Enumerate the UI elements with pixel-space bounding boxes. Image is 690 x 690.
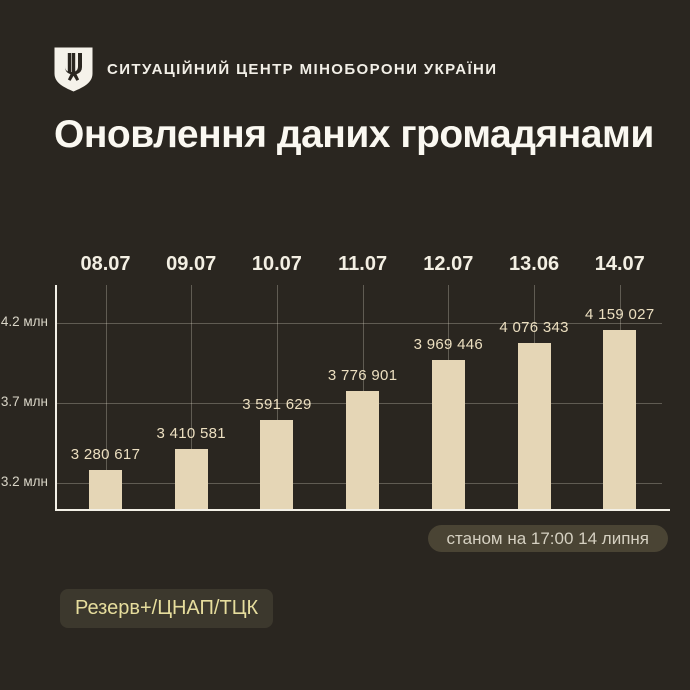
y-axis-tick-label: 3.2 млн: [0, 474, 48, 489]
bar-value-label: 3 591 629: [242, 396, 312, 414]
bar: [603, 329, 637, 509]
x-axis-date-label: 13.06: [509, 253, 560, 275]
org-name: СИТУАЦІЙНИЙ ЦЕНТР МІНОБОРОНИ УКРАЇНИ: [107, 61, 498, 78]
bar-value-label: 3 410 581: [156, 425, 226, 443]
y-axis-line: [55, 285, 57, 511]
bar-value-label: 3 280 617: [70, 446, 141, 464]
gridline-vertical: [105, 285, 107, 509]
source-tag: Резерв+/ЦНАП/ТЦК: [60, 589, 274, 628]
bar-chart: 4.2 млн 3.7 млн 3.2 млн 08.07 3 280 617 09.07…: [0, 250, 690, 512]
bar: [174, 449, 208, 509]
bar: [346, 390, 380, 509]
x-axis-date-label: 14.07: [594, 253, 645, 275]
x-axis-baseline: [55, 509, 670, 511]
bar-value-label: 4 159 027: [585, 305, 655, 323]
y-axis-tick-label: 4.2 млн: [0, 314, 48, 329]
page-title: Оновлення даних громадянами: [54, 113, 654, 156]
x-axis-date-label: 10.07: [251, 253, 302, 275]
header: СИТУАЦІЙНИЙ ЦЕНТР МІНОБОРОНИ УКРАЇНИ: [54, 47, 497, 92]
bar-value-label: 3 969 446: [413, 335, 484, 353]
as-of-badge: станом на 17:00 14 липня: [427, 525, 668, 552]
bar-value-label: 4 076 343: [499, 318, 569, 336]
gridline-vertical: [276, 285, 278, 509]
x-axis-date-label: 09.07: [166, 253, 217, 275]
bar: [89, 470, 122, 509]
bar: [517, 342, 551, 509]
shield-trident-icon: [54, 47, 93, 92]
bar: [260, 420, 294, 509]
gridline-horizontal: [56, 323, 662, 324]
x-axis-date-label: 12.07: [423, 253, 474, 275]
x-axis-date-label: 11.07: [338, 253, 388, 275]
y-axis-tick-label: 3.7 млн: [0, 394, 48, 409]
gridline-vertical: [191, 285, 193, 509]
x-axis-date-label: 08.07: [80, 253, 131, 275]
bar: [431, 359, 465, 509]
bar-value-label: 3 776 901: [327, 366, 398, 384]
